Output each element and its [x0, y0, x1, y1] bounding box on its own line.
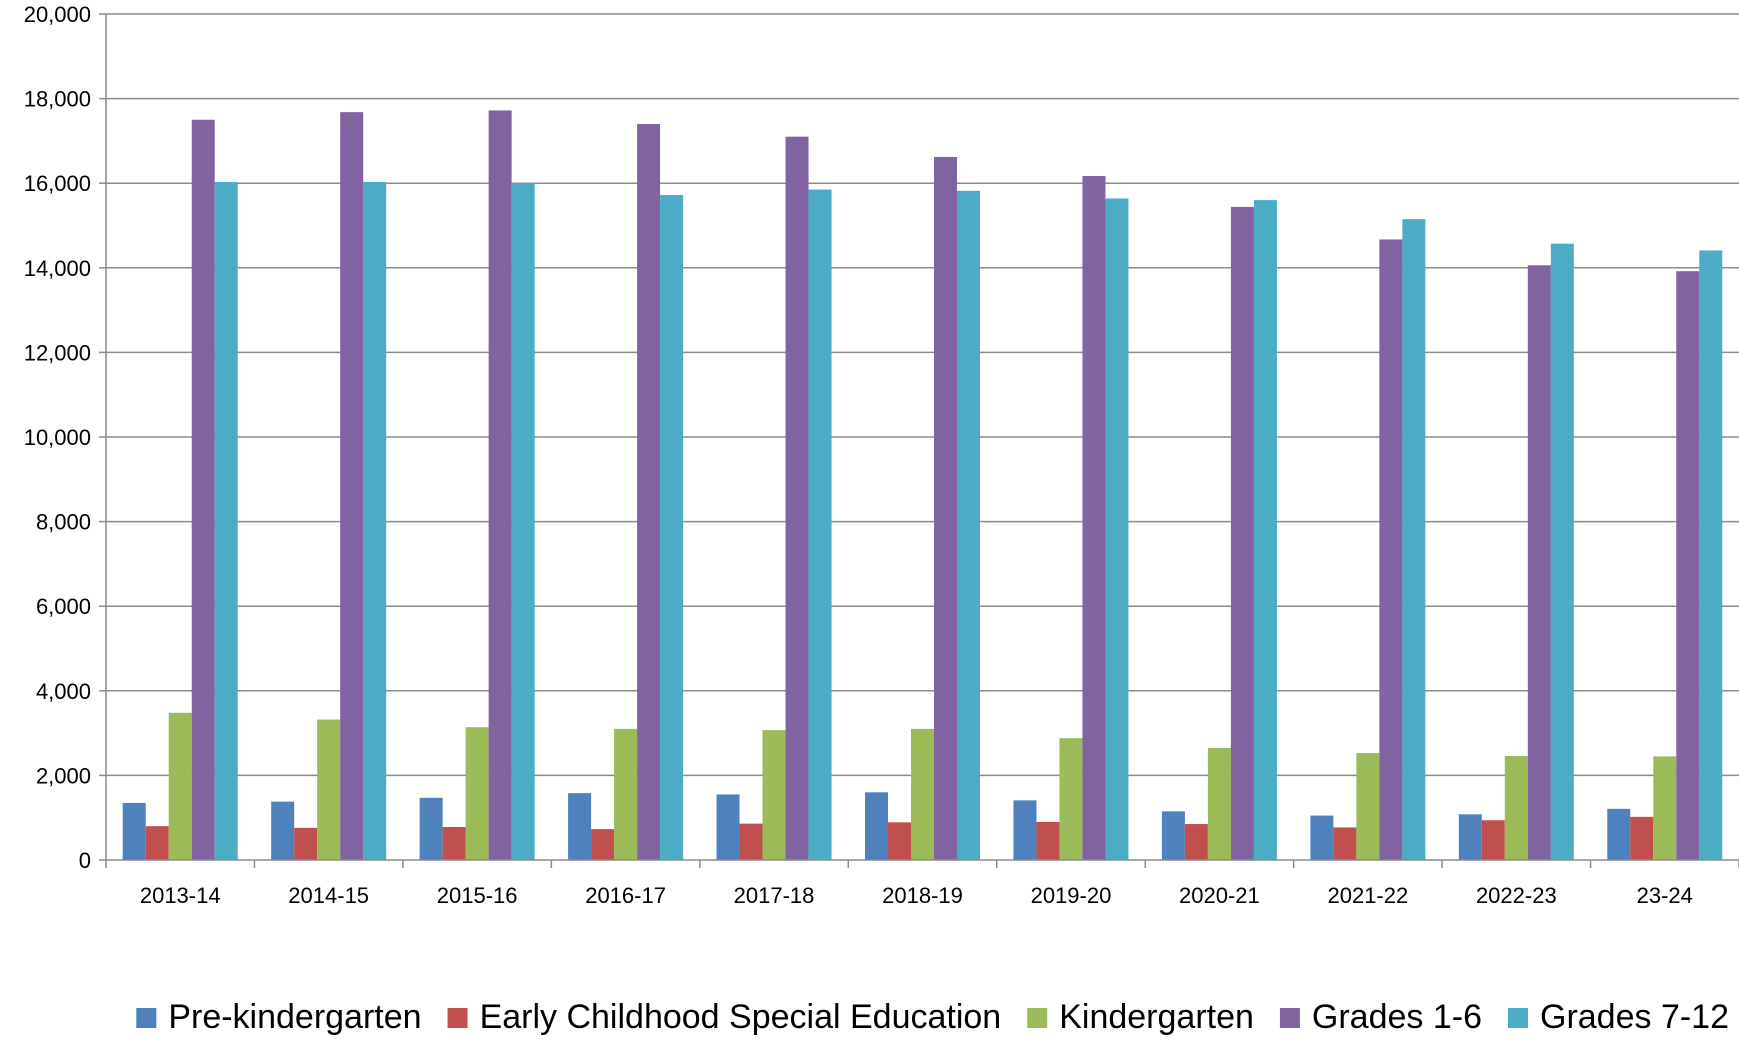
bar-kindergarten-2019-20 [1059, 738, 1083, 860]
bar-pre-kindergarten-2014-15 [271, 801, 295, 860]
bar-early-childhood-special-education-2021-22 [1333, 827, 1357, 860]
x-tick-label: 2013-14 [140, 883, 221, 908]
legend-swatch [1508, 1008, 1528, 1028]
y-tick-label: 14,000 [24, 256, 91, 281]
bar-kindergarten-2018-19 [911, 728, 934, 860]
bar-grades-1-6-2015-16 [488, 110, 512, 861]
bar-early-childhood-special-education-2014-15 [294, 827, 318, 860]
bar-grades-7-12-23-24 [1699, 250, 1723, 860]
bar-grades-1-6-2016-17 [637, 123, 661, 861]
legend-swatch [447, 1008, 468, 1028]
legend-item: Kindergarten [1027, 998, 1254, 1036]
bar-pre-kindergarten-2021-22 [1310, 815, 1334, 860]
bar-pre-kindergarten-2017-18 [716, 794, 740, 860]
bar-grades-1-6-2017-18 [785, 136, 809, 861]
bar-kindergarten-2020-21 [1207, 747, 1231, 860]
bar-grades-1-6-2018-19 [934, 156, 957, 860]
bar-grades-1-6-2020-21 [1230, 206, 1254, 860]
legend-label: Pre-kindergarten [168, 998, 421, 1036]
x-tick-label: 2021-22 [1327, 883, 1408, 908]
bar-grades-7-12-2014-15 [363, 181, 387, 860]
bar-early-childhood-special-education-2015-16 [442, 827, 466, 860]
legend-label: Early Childhood Special Education [480, 998, 1002, 1036]
y-tick-label: 6,000 [36, 594, 91, 619]
y-tick-label: 4,000 [36, 679, 91, 704]
legend-item: Pre-kindergarten [136, 998, 422, 1036]
bar-grades-7-12-2021-22 [1402, 219, 1426, 860]
legend-label: Grades 1-6 [1312, 998, 1482, 1036]
bar-pre-kindergarten-2016-17 [568, 793, 592, 860]
y-tick-label: 8,000 [36, 510, 91, 535]
x-tick-label: 2020-21 [1179, 883, 1260, 908]
bar-kindergarten-23-24 [1653, 756, 1677, 860]
x-tick-label: 2022-23 [1476, 883, 1557, 908]
bar-early-childhood-special-education-2016-17 [591, 829, 615, 860]
bar-pre-kindergarten-2013-14 [122, 802, 146, 860]
bar-kindergarten-2022-23 [1504, 755, 1528, 860]
bar-grades-7-12-2019-20 [1105, 198, 1129, 861]
bar-grades-1-6-2014-15 [340, 112, 364, 861]
x-tick-label: 2018-19 [882, 883, 963, 908]
bar-grades-7-12-2017-18 [808, 189, 832, 861]
x-tick-label: 23-24 [1637, 883, 1693, 908]
bar-grades-7-12-2022-23 [1550, 243, 1574, 861]
y-tick-label: 10,000 [24, 425, 91, 450]
bar-kindergarten-2014-15 [317, 719, 341, 860]
x-axis-tick-labels: 2013-14 2014-15 2015-16 2016-17 2017-18 2018-… [140, 883, 1693, 908]
bar-kindergarten-2021-22 [1356, 752, 1380, 860]
bar-pre-kindergarten-2022-23 [1458, 814, 1482, 860]
legend-label: Kindergarten [1059, 998, 1254, 1036]
bar-pre-kindergarten-2015-16 [419, 797, 443, 860]
bar-early-childhood-special-education-2020-21 [1184, 824, 1208, 860]
x-tick-label: 2019-20 [1031, 883, 1112, 908]
y-axis-tick-labels: 0 2,000 4,000 6,000 8,000 10,000 12,000 14,000 1… [24, 2, 91, 873]
y-tick-label: 20,000 [24, 2, 91, 27]
bars [122, 110, 1723, 861]
bar-grades-1-6-2013-14 [191, 119, 215, 860]
bar-early-childhood-special-education-2019-20 [1036, 821, 1060, 860]
x-tick-label: 2014-15 [288, 883, 369, 908]
bar-grades-1-6-2019-20 [1082, 176, 1106, 860]
bar-grades-1-6-23-24 [1676, 271, 1700, 861]
bar-early-childhood-special-education-2022-23 [1481, 820, 1505, 860]
bar-grades-7-12-2013-14 [214, 181, 238, 860]
bar-early-childhood-special-education-2013-14 [145, 826, 169, 860]
legend-item: Grades 7-12 [1508, 998, 1729, 1036]
bar-kindergarten-2017-18 [762, 730, 786, 860]
y-tick-label: 0 [79, 848, 91, 873]
y-tick-label: 16,000 [24, 171, 91, 196]
bar-pre-kindergarten-2020-21 [1161, 811, 1185, 860]
bar-grades-1-6-2022-23 [1527, 265, 1551, 861]
bar-pre-kindergarten-2019-20 [1013, 800, 1037, 860]
x-tick-label: 2017-18 [734, 883, 815, 908]
legend-swatch [1027, 1008, 1048, 1028]
bar-pre-kindergarten-23-24 [1607, 808, 1631, 860]
x-tick-label: 2016-17 [585, 883, 666, 908]
legend-item: Grades 1-6 [1279, 998, 1482, 1036]
bar-early-childhood-special-education-2018-19 [888, 822, 911, 860]
bar-early-childhood-special-education-23-24 [1630, 816, 1654, 860]
bar-kindergarten-2013-14 [168, 712, 192, 860]
x-tick-label: 2015-16 [437, 883, 518, 908]
y-tick-label: 18,000 [24, 87, 91, 112]
y-tick-label: 12,000 [24, 340, 91, 365]
bar-grades-7-12-2020-21 [1253, 200, 1277, 860]
bar-grades-7-12-2015-16 [511, 183, 535, 860]
y-tick-label: 2,000 [36, 763, 91, 788]
legend-swatch [136, 1008, 157, 1028]
legend-item: Early Childhood Special Education [447, 998, 1002, 1036]
legend: Pre-kindergarten Early Childhood Special … [136, 998, 1729, 1036]
bar-grades-7-12-2016-17 [660, 195, 684, 860]
bar-early-childhood-special-education-2017-18 [739, 823, 763, 860]
bar-grades-1-6-2021-22 [1379, 239, 1403, 861]
axes [99, 13, 1739, 868]
bar-kindergarten-2015-16 [465, 727, 489, 860]
legend-swatch [1279, 1008, 1300, 1028]
legend-label: Grades 7-12 [1540, 998, 1729, 1036]
bar-kindergarten-2016-17 [614, 728, 638, 860]
bar-pre-kindergarten-2018-19 [865, 792, 888, 860]
bar-grades-7-12-2018-19 [957, 190, 980, 861]
